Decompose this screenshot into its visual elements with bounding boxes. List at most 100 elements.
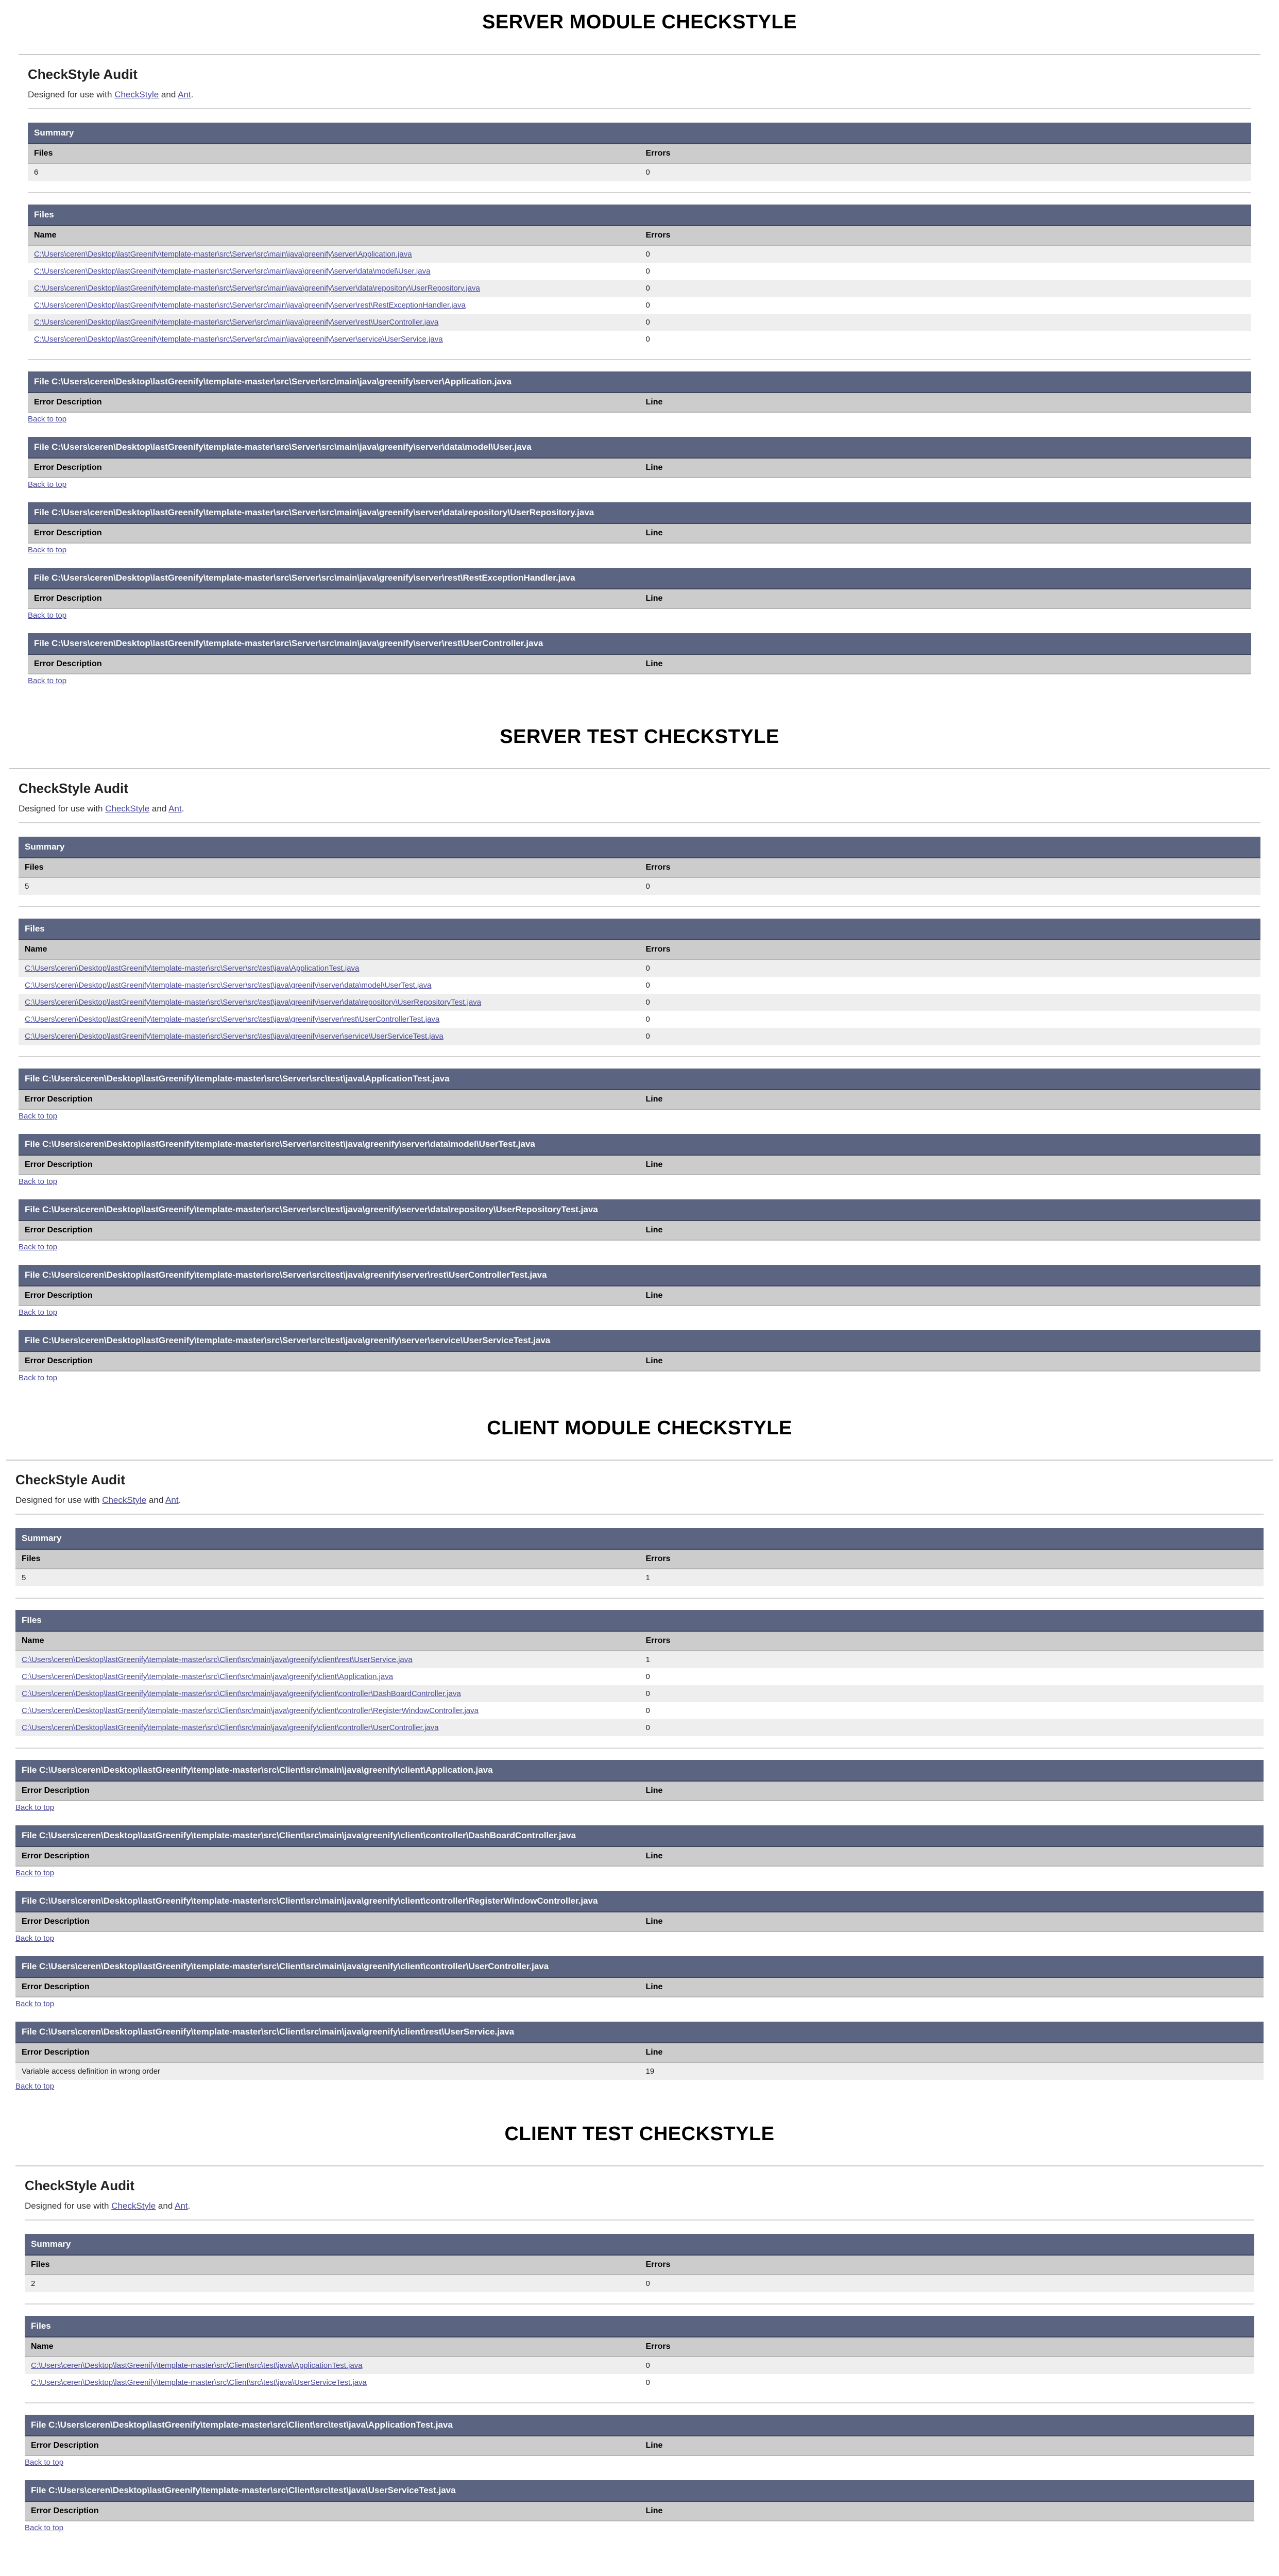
checkstyle-link[interactable]: CheckStyle	[114, 90, 159, 99]
summary-header-row: Files Errors	[25, 2255, 1254, 2275]
audit-subtitle: Designed for use with CheckStyle and Ant…	[25, 2201, 1254, 2211]
back-to-top-link[interactable]: Back to top	[19, 1112, 58, 1121]
summary-col-errors: Errors	[639, 1549, 1264, 1569]
file-detail-table: File C:\Users\ceren\Desktop\lastGreenify…	[19, 1199, 1260, 1241]
table-row: C:\Users\ceren\Desktop\lastGreenify\temp…	[19, 1028, 1260, 1045]
col-error-description: Error Description	[19, 1155, 640, 1175]
summary-banner-label: Summary	[28, 123, 1251, 144]
file-link[interactable]: C:\Users\ceren\Desktop\lastGreenify\temp…	[34, 318, 439, 327]
col-error-description: Error Description	[15, 1977, 640, 1997]
file-error-count: 0	[639, 331, 1251, 348]
and-text: and	[146, 1495, 166, 1505]
file-detail-path: File C:\Users\ceren\Desktop\lastGreenify…	[28, 371, 1251, 393]
table-row: C:\Users\ceren\Desktop\lastGreenify\temp…	[19, 1011, 1260, 1028]
period-text: .	[187, 2201, 191, 2211]
table-row: C:\Users\ceren\Desktop\lastGreenify\temp…	[15, 1719, 1264, 1736]
file-error-count: 0	[639, 1028, 1260, 1045]
summary-files-count: 5	[15, 1569, 640, 1586]
file-link[interactable]: C:\Users\ceren\Desktop\lastGreenify\temp…	[22, 1655, 413, 1664]
files-banner-row: Files	[15, 1610, 1264, 1632]
file-link[interactable]: C:\Users\ceren\Desktop\lastGreenify\temp…	[34, 301, 466, 310]
summary-col-files: Files	[19, 858, 640, 878]
ant-link[interactable]: Ant	[165, 1495, 179, 1505]
file-link[interactable]: C:\Users\ceren\Desktop\lastGreenify\temp…	[22, 1706, 479, 1715]
file-link[interactable]: C:\Users\ceren\Desktop\lastGreenify\temp…	[34, 284, 480, 293]
files-col-errors: Errors	[639, 940, 1260, 960]
summary-errors-count: 0	[639, 2275, 1254, 2292]
file-error-count: 0	[639, 2374, 1254, 2391]
file-detail-banner-row: File C:\Users\ceren\Desktop\lastGreenify…	[28, 633, 1251, 655]
back-to-top-link[interactable]: Back to top	[15, 1934, 55, 1943]
ant-link[interactable]: Ant	[168, 804, 182, 814]
ant-link[interactable]: Ant	[175, 2201, 188, 2211]
checkstyle-report: CheckStyle Audit Designed for use with Ch…	[15, 2165, 1264, 2546]
files-header-row: Name Errors	[15, 1631, 1264, 1651]
divider-after-summary	[19, 906, 1260, 907]
summary-header-row: Files Errors	[19, 858, 1260, 878]
file-detail-path: File C:\Users\ceren\Desktop\lastGreenify…	[15, 2022, 1264, 2043]
back-to-top-link[interactable]: Back to top	[28, 611, 67, 620]
table-row: C:\Users\ceren\Desktop\lastGreenify\temp…	[25, 2374, 1254, 2391]
file-link[interactable]: C:\Users\ceren\Desktop\lastGreenify\temp…	[31, 2361, 363, 2370]
divider-after-summary	[28, 192, 1251, 193]
file-link[interactable]: C:\Users\ceren\Desktop\lastGreenify\temp…	[31, 2378, 367, 2387]
file-link[interactable]: C:\Users\ceren\Desktop\lastGreenify\temp…	[34, 250, 412, 259]
divider-after-summary	[15, 1598, 1264, 1599]
checkstyle-link[interactable]: CheckStyle	[105, 804, 150, 814]
and-text: and	[149, 804, 169, 814]
checkstyle-link[interactable]: CheckStyle	[102, 1495, 147, 1505]
file-link[interactable]: C:\Users\ceren\Desktop\lastGreenify\temp…	[34, 267, 431, 276]
files-header-row: Name Errors	[25, 2337, 1254, 2357]
col-error-description: Error Description	[19, 1221, 640, 1241]
ant-link[interactable]: Ant	[178, 90, 191, 99]
file-error-count: 0	[639, 280, 1251, 297]
back-to-top-link[interactable]: Back to top	[15, 2082, 55, 2091]
file-link[interactable]: C:\Users\ceren\Desktop\lastGreenify\temp…	[25, 998, 482, 1007]
col-error-description: Error Description	[19, 1351, 640, 1371]
file-detail-table: File C:\Users\ceren\Desktop\lastGreenify…	[15, 1825, 1264, 1867]
spacer	[25, 2403, 1254, 2415]
back-to-top-link[interactable]: Back to top	[28, 546, 67, 554]
file-detail-path: File C:\Users\ceren\Desktop\lastGreenify…	[28, 502, 1251, 524]
file-link[interactable]: C:\Users\ceren\Desktop\lastGreenify\temp…	[22, 1723, 439, 1732]
col-error-description: Error Description	[15, 1912, 640, 1932]
file-link[interactable]: C:\Users\ceren\Desktop\lastGreenify\temp…	[25, 1015, 440, 1024]
table-row: C:\Users\ceren\Desktop\lastGreenify\temp…	[19, 959, 1260, 977]
back-to-top-link[interactable]: Back to top	[15, 1999, 55, 2008]
files-col-errors: Errors	[639, 226, 1251, 246]
file-detail-table: File C:\Users\ceren\Desktop\lastGreenify…	[28, 502, 1251, 544]
file-link[interactable]: C:\Users\ceren\Desktop\lastGreenify\temp…	[34, 335, 443, 344]
back-to-top-link[interactable]: Back to top	[28, 415, 67, 423]
back-to-top-link[interactable]: Back to top	[19, 1177, 58, 1186]
files-banner-row: Files	[25, 2316, 1254, 2337]
checkstyle-report: CheckStyle Audit Designed for use with Ch…	[19, 54, 1260, 699]
back-to-top-link[interactable]: Back to top	[19, 1374, 58, 1382]
col-line: Line	[639, 2501, 1254, 2521]
back-to-top-link[interactable]: Back to top	[15, 1869, 55, 1877]
back-to-top-link[interactable]: Back to top	[19, 1308, 58, 1317]
checkstyle-link[interactable]: CheckStyle	[111, 2201, 156, 2211]
summary-banner-row: Summary	[15, 1528, 1264, 1550]
file-link[interactable]: C:\Users\ceren\Desktop\lastGreenify\temp…	[22, 1689, 461, 1698]
back-to-top-link[interactable]: Back to top	[28, 676, 67, 685]
back-to-top-link[interactable]: Back to top	[25, 2458, 64, 2467]
back-to-top-link[interactable]: Back to top	[25, 2523, 64, 2532]
file-link[interactable]: C:\Users\ceren\Desktop\lastGreenify\temp…	[25, 1032, 444, 1041]
back-to-top-link[interactable]: Back to top	[19, 1243, 58, 1251]
file-name-cell: C:\Users\ceren\Desktop\lastGreenify\temp…	[15, 1668, 640, 1685]
file-detail-banner-row: File C:\Users\ceren\Desktop\lastGreenify…	[28, 568, 1251, 589]
back-to-top-link[interactable]: Back to top	[28, 480, 67, 489]
spacer	[28, 360, 1251, 371]
file-link[interactable]: C:\Users\ceren\Desktop\lastGreenify\temp…	[25, 964, 360, 973]
checkstyle-section-1: SERVER MODULE CHECKSTYLE CheckStyle Audit…	[0, 11, 1279, 699]
table-row: C:\Users\ceren\Desktop\lastGreenify\temp…	[28, 297, 1251, 314]
file-link[interactable]: C:\Users\ceren\Desktop\lastGreenify\temp…	[25, 981, 432, 990]
file-detail-path: File C:\Users\ceren\Desktop\lastGreenify…	[15, 1760, 1264, 1782]
audit-heading: CheckStyle Audit	[25, 2178, 134, 2193]
back-to-top-link[interactable]: Back to top	[15, 1803, 55, 1812]
file-link[interactable]: C:\Users\ceren\Desktop\lastGreenify\temp…	[22, 1672, 394, 1681]
error-line-number: 19	[639, 2062, 1264, 2080]
